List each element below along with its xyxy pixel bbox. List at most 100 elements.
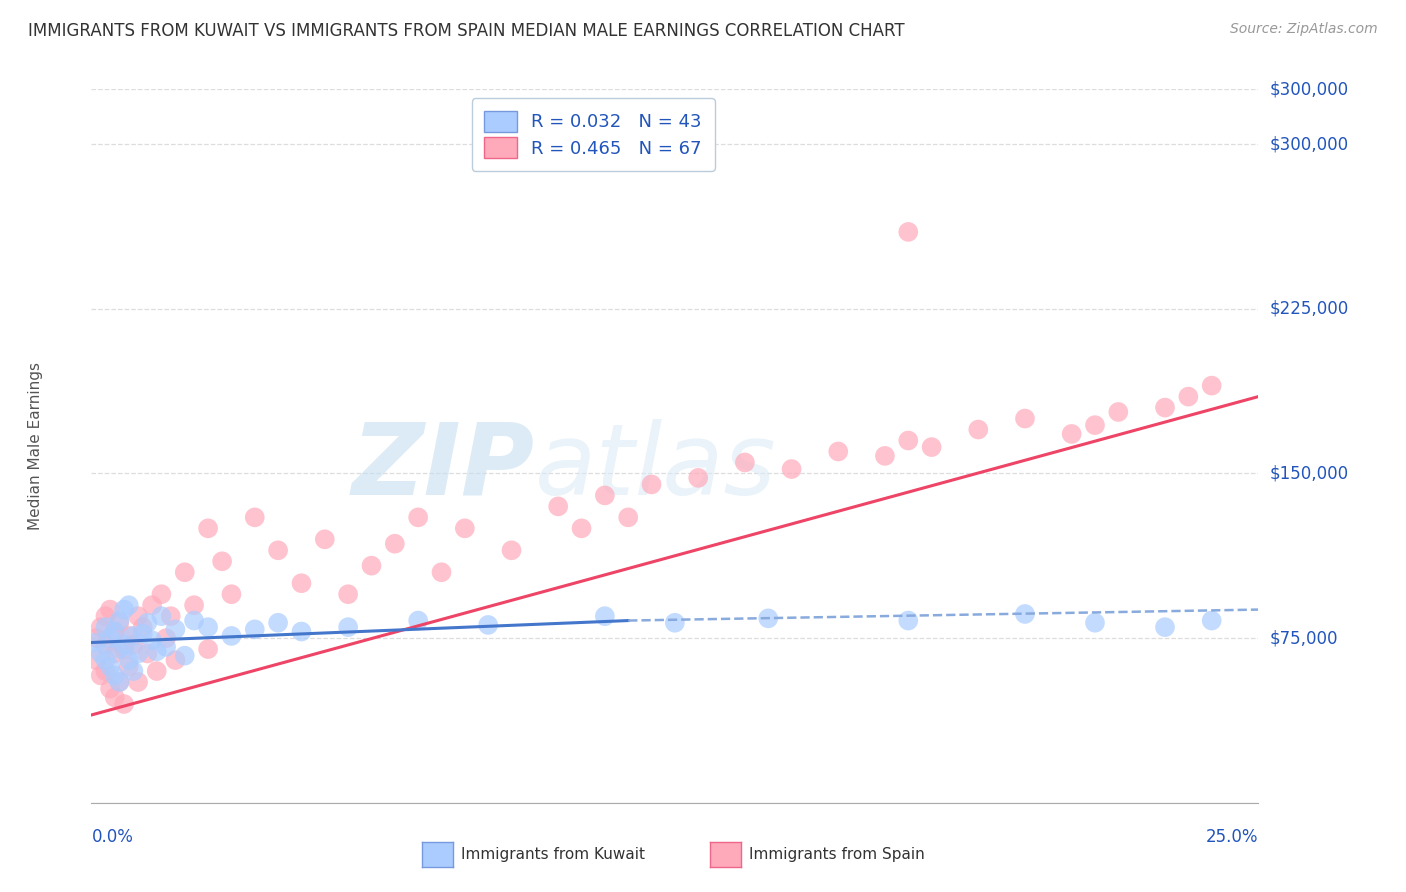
Point [165,653,187,667]
Point [1201,614,1223,628]
Point [734,455,756,469]
Point [688,471,710,485]
Point [384,537,406,551]
Point [94,638,117,652]
Point [118,598,141,612]
Point [112,638,135,652]
Point [1084,418,1107,433]
Point [337,587,360,601]
Point [406,614,429,628]
Point [183,614,205,628]
Point [183,598,205,612]
Point [337,620,360,634]
Point [98,631,121,645]
Point [104,647,127,661]
Point [290,576,312,591]
Point [145,644,167,658]
Point [136,615,159,630]
Point [141,633,163,648]
Point [118,659,141,673]
Point [98,602,121,616]
Text: Median Male Earnings: Median Male Earnings [28,362,42,530]
Point [1014,411,1036,425]
Point [118,629,141,643]
Point [104,624,127,639]
Point [1154,620,1177,634]
Point [873,449,896,463]
Point [84,631,107,645]
Point [155,640,177,654]
Point [141,598,163,612]
Text: IMMIGRANTS FROM KUWAIT VS IMMIGRANTS FROM SPAIN MEDIAN MALE EARNINGS CORRELATION: IMMIGRANTS FROM KUWAIT VS IMMIGRANTS FRO… [28,22,904,40]
Point [290,624,312,639]
Point [150,609,173,624]
Point [112,642,135,657]
Point [165,623,187,637]
Point [477,618,499,632]
Point [104,624,127,639]
Text: $225,000: $225,000 [1270,300,1348,318]
Point [108,675,131,690]
Point [267,543,290,558]
Point [640,477,662,491]
Point [547,500,569,514]
Point [136,647,159,661]
Point [617,510,640,524]
Point [664,615,686,630]
Point [104,668,127,682]
Point [1107,405,1129,419]
Point [155,631,177,645]
Point [84,653,107,667]
Point [1060,426,1083,441]
Point [173,648,195,663]
Point [897,434,920,448]
Point [221,629,243,643]
Point [122,664,145,678]
Text: 0.0%: 0.0% [91,828,134,846]
Point [897,614,920,628]
Point [593,609,616,624]
Point [360,558,382,573]
Text: Immigrants from Spain: Immigrants from Spain [749,847,925,862]
Text: $75,000: $75,000 [1270,629,1339,647]
Point [243,623,266,637]
Point [243,510,266,524]
Point [127,647,149,661]
Point [967,423,990,437]
Point [197,642,219,657]
Point [756,611,779,625]
Text: Source: ZipAtlas.com: Source: ZipAtlas.com [1230,22,1378,37]
Point [112,697,135,711]
Point [827,444,849,458]
Point [197,620,219,634]
Text: $300,000: $300,000 [1270,135,1348,153]
Point [1014,607,1036,621]
Point [127,675,149,690]
Point [118,653,141,667]
Point [780,462,803,476]
Point [108,642,131,657]
Point [211,554,233,568]
Point [159,609,181,624]
Point [90,647,112,661]
Text: $150,000: $150,000 [1270,465,1348,483]
Point [1201,378,1223,392]
Point [197,521,219,535]
Point [501,543,523,558]
Point [108,615,131,630]
Point [127,609,149,624]
Point [314,533,336,547]
Point [94,620,117,634]
Point [1154,401,1177,415]
Point [145,664,167,678]
Point [122,638,145,652]
Point [897,225,920,239]
Text: $300,000: $300,000 [1270,80,1348,98]
Point [94,664,117,678]
Point [108,675,131,690]
Point [104,690,127,705]
Text: 25.0%: 25.0% [1206,828,1258,846]
Point [454,521,477,535]
Point [1177,390,1199,404]
Point [90,668,112,682]
